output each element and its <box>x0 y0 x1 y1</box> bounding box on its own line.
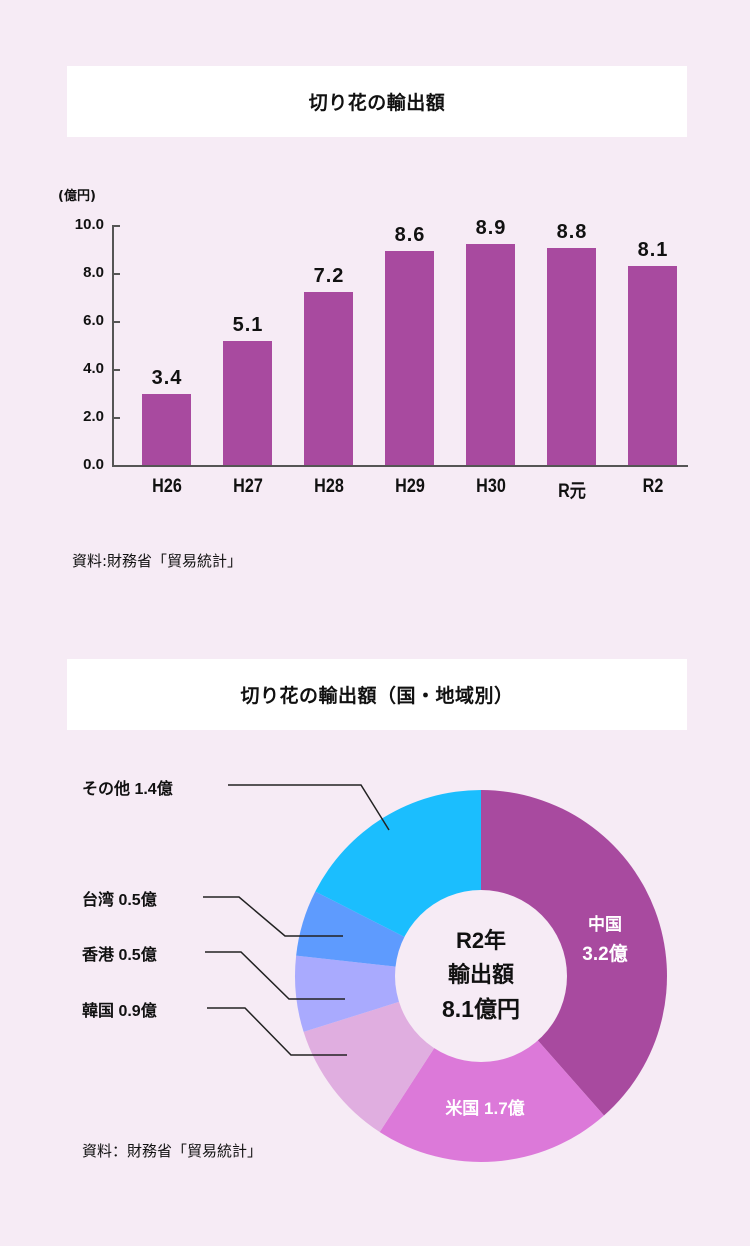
bar <box>142 393 191 465</box>
x-tick-label: H26 <box>152 476 182 497</box>
center-line-label: 輸出額 <box>447 962 514 987</box>
bar-value-label: 8.8 <box>556 221 588 244</box>
y-tick-mark <box>112 417 120 419</box>
x-tick-label: H27 <box>233 476 263 497</box>
leader-line-hongkong <box>205 951 345 1000</box>
y-axis-line <box>112 225 114 466</box>
label-china-name: 中国 <box>588 915 622 934</box>
donut-hole <box>395 890 567 1062</box>
x-tick-label: H29 <box>395 476 425 497</box>
bar-value-label: 3.4 <box>151 366 183 389</box>
x-tick-label: R2 <box>642 476 664 497</box>
label-hongkong: 香港 0.5億 <box>82 947 157 964</box>
y-tick-label: 0.0 <box>83 456 104 473</box>
bar-value-label: 8.6 <box>394 223 426 246</box>
center-line-total: 8.1億円 <box>442 996 520 1022</box>
slice-usa <box>379 976 605 1162</box>
bar <box>628 266 677 465</box>
bar-value-label: 8.9 <box>475 216 507 239</box>
center-line-year: R2年 <box>455 928 507 953</box>
bar <box>547 248 596 465</box>
y-tick-mark <box>112 369 120 371</box>
bar-value-label: 8.1 <box>637 239 669 262</box>
x-axis-line <box>112 465 688 467</box>
bar-chart-source: 資料:財務省「貿易統計」 <box>72 552 243 570</box>
donut-center-text: R2年 輸出額 8.1億円 <box>396 924 566 1026</box>
x-tick-label: H28 <box>314 476 344 497</box>
y-tick-label: 10.0 <box>74 216 104 233</box>
y-tick-mark <box>112 225 120 227</box>
leader-line-other <box>228 784 390 831</box>
label-korea: 韓国 0.9億 <box>82 1003 157 1020</box>
y-tick-mark <box>112 273 120 275</box>
y-tick-label: 2.0 <box>83 408 104 425</box>
pie-chart-title: 切り花の輸出額（国・地域別） <box>67 659 687 730</box>
label-taiwan: 台湾 0.5億 <box>82 892 157 909</box>
pie-chart-source: 資料：財務省「貿易統計」 <box>82 1142 263 1160</box>
bar <box>223 340 272 465</box>
bar-chart-title: 切り花の輸出額 <box>67 66 687 137</box>
label-usa: 米国 1.7億 <box>445 1099 525 1118</box>
label-china-value: 3.2億 <box>582 944 628 965</box>
y-tick-mark <box>112 321 120 323</box>
label-china: 中国 3.2億 <box>560 910 650 970</box>
leader-line-korea <box>207 1007 347 1056</box>
bar-value-label: 7.2 <box>313 264 345 287</box>
y-tick-label: 6.0 <box>83 312 104 329</box>
bar <box>304 291 353 465</box>
label-other: その他 1.4億 <box>82 781 173 798</box>
x-tick-label: R元 <box>558 481 586 502</box>
slice-china <box>481 790 668 1116</box>
leader-line-taiwan <box>203 896 343 937</box>
bar <box>385 250 434 465</box>
y-tick-label: 8.0 <box>83 264 104 281</box>
bar-value-label: 5.1 <box>232 313 264 336</box>
y-tick-label: 4.0 <box>83 360 104 377</box>
y-axis-unit: (億円) <box>58 189 96 204</box>
x-tick-label: H30 <box>476 476 506 497</box>
bar <box>466 243 515 465</box>
